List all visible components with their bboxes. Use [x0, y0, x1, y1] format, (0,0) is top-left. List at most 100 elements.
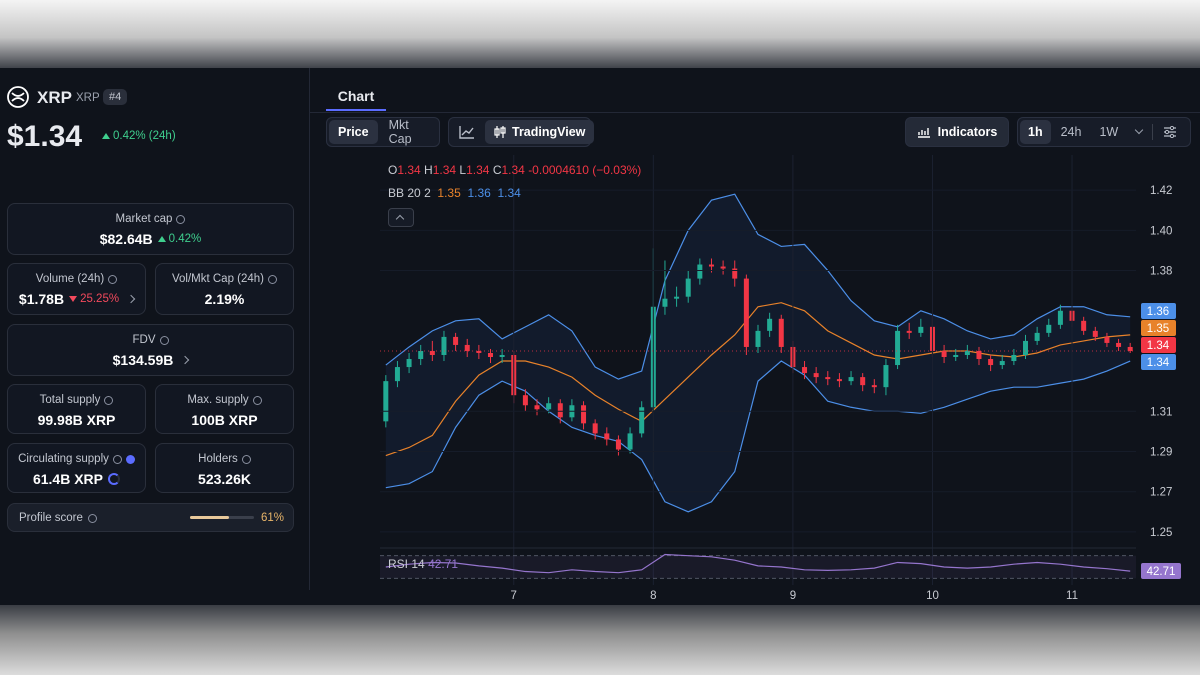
stat-change: 25.25%	[69, 293, 119, 305]
price-badge-label: 1.34	[1147, 340, 1170, 352]
collapse-legend-button[interactable]	[388, 208, 414, 227]
info-icon[interactable]	[252, 395, 262, 405]
rsi-period: 14	[411, 557, 425, 571]
info-icon[interactable]	[176, 214, 186, 224]
legend-key: L	[459, 163, 467, 177]
candle-body	[906, 330, 912, 333]
x-tick-label: 8	[650, 590, 656, 602]
legend-key: C	[492, 163, 502, 177]
stat-card[interactable]: FDV $134.59B	[7, 324, 294, 376]
stat-change-text: 0.42%	[168, 233, 202, 245]
candle-body	[1057, 310, 1063, 325]
stat-label: Max. supply	[187, 394, 249, 406]
stat-value: 99.98B XRP	[37, 412, 116, 428]
up-arrow	[102, 133, 110, 139]
candle-body	[1081, 320, 1087, 331]
price-badge-label: 1.35	[1147, 323, 1169, 335]
price-change-text: 0.42% (24h)	[113, 130, 176, 142]
bb-mult: 2	[424, 186, 431, 200]
indicators-label: Indicators	[937, 125, 998, 139]
candle-body	[418, 350, 424, 360]
stat-card: Holders 523.26K	[155, 443, 294, 493]
info-icon[interactable]	[241, 454, 251, 464]
indicators-button[interactable]: Indicators	[905, 117, 1009, 147]
tab[interactable]: Chart	[337, 88, 375, 104]
info-icon[interactable]	[87, 513, 97, 523]
stat-change: 0.42%	[157, 233, 202, 245]
candle-body	[964, 350, 970, 355]
info-icon[interactable]	[112, 454, 122, 464]
rsi-badge-label: 42.71	[1147, 566, 1176, 578]
blur-top	[0, 0, 1200, 68]
stat-card: Vol/Mkt Cap (24h) 2.19%	[155, 263, 294, 315]
rsi-legend: RSI 14 42.71	[388, 557, 458, 571]
y-tick-label: 1.31	[1150, 406, 1172, 418]
stat-label: Holders	[198, 453, 238, 465]
candle-body	[522, 395, 528, 406]
y-tick-label: 1.38	[1150, 266, 1172, 278]
legend-key: O	[388, 163, 398, 177]
stat-value: $82.64B	[99, 231, 153, 247]
stat-label: Circulating supply	[18, 453, 109, 465]
y-tick-label: 1.42	[1150, 185, 1172, 197]
toggle-button[interactable]: Mkt Cap	[388, 118, 412, 146]
candle-body	[708, 264, 714, 267]
legend-value: 1.34	[432, 163, 457, 177]
candle-body	[1127, 346, 1133, 351]
toggle-button[interactable]: Price	[329, 120, 378, 144]
candle-body	[662, 298, 668, 307]
candle-body	[988, 359, 994, 366]
candle-body	[778, 318, 784, 347]
candle-body	[697, 264, 703, 279]
candle-body	[685, 278, 691, 297]
price-badge-label: 1.36	[1147, 306, 1169, 318]
candle-body	[1023, 340, 1029, 355]
range-button[interactable]: 1W	[1099, 125, 1119, 139]
info-icon[interactable]	[159, 335, 169, 345]
candle-body	[604, 433, 610, 440]
info-icon[interactable]	[104, 395, 114, 405]
candle-body	[592, 423, 598, 434]
rsi-label: RSI	[388, 557, 409, 571]
stat-value: 61.4B XRP	[32, 471, 104, 487]
rsi-line	[385, 553, 1131, 574]
candle-body	[732, 268, 738, 279]
candle-body	[813, 373, 819, 378]
settings-button[interactable]	[1155, 120, 1185, 144]
tradingview-button[interactable]: TradingView	[485, 120, 595, 144]
divider	[309, 68, 310, 590]
candle-body	[720, 266, 726, 269]
bb-period: 20	[407, 186, 421, 200]
stat-card: Circulating supply 61.4B XRP	[7, 443, 146, 493]
price-badge	[1141, 337, 1176, 353]
candle-body	[918, 326, 924, 333]
candle-body	[581, 405, 587, 424]
x-tick-label: 11	[1066, 590, 1078, 602]
profile-track	[190, 516, 254, 519]
stat-label: Total supply	[39, 394, 101, 406]
ohlc-legend: O1.34 H1.34 L1.34 C1.34 -0.0004610 (−0.0…	[388, 163, 641, 177]
candle-body	[476, 350, 482, 353]
stat-label: FDV	[132, 334, 156, 346]
separator	[1152, 124, 1154, 140]
bb-legend: BB 20 2 1.35 1.36 1.34	[388, 186, 521, 200]
candle-body	[546, 403, 552, 410]
range-button[interactable]: 1h	[1020, 120, 1051, 144]
range-button[interactable]: 24h	[1060, 125, 1082, 139]
stat-card[interactable]: Volume (24h) $1.78B 25.25%	[7, 263, 146, 315]
line-chart-button[interactable]	[451, 120, 483, 144]
tradingview-label: TradingView	[512, 125, 586, 139]
price-badge-label: 1.34	[1147, 357, 1170, 369]
y-tick-label: 1.27	[1150, 487, 1172, 499]
info-icon[interactable]	[268, 274, 278, 284]
rsi-badge	[1141, 563, 1181, 579]
metric-toggle: Price Mkt Cap	[326, 117, 440, 147]
y-tick-label: 1.25	[1150, 527, 1172, 539]
stat-value: 100B XRP	[191, 412, 258, 428]
candle-body	[860, 377, 866, 386]
info-icon[interactable]	[108, 274, 118, 284]
candle-body	[836, 379, 842, 382]
bb-middle-line	[385, 302, 1131, 457]
candle-body	[802, 367, 808, 374]
